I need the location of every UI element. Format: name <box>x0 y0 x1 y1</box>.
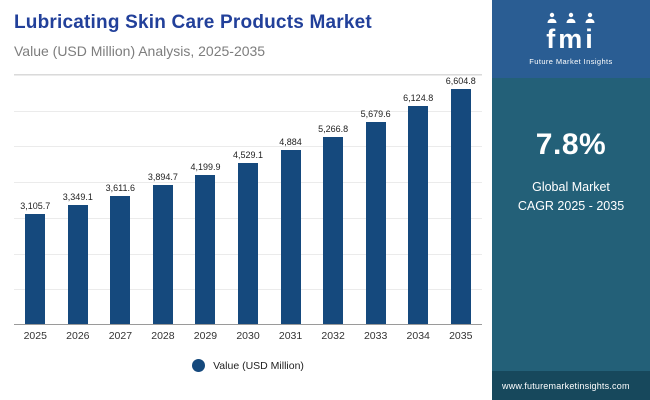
bar-group: 3,349.1 <box>57 75 100 324</box>
bar-value-label: 4,884 <box>279 137 302 148</box>
bar <box>152 185 173 324</box>
brand-sidebar: fmi Future Market Insights 7.8% Global M… <box>492 0 650 400</box>
bar <box>450 89 471 324</box>
person-icon <box>547 12 557 23</box>
bar-value-label: 4,199.9 <box>190 161 221 172</box>
header-divider <box>14 74 482 75</box>
bar-value-label: 4,529.1 <box>232 149 264 160</box>
bar-group: 4,884 <box>269 75 312 324</box>
x-axis-label: 2034 <box>406 330 430 342</box>
bar-group: 4,529.1 <box>227 75 270 324</box>
bar-chart: 3,105.7 3,349.1 3,611.6 3,894.7 4,199.9 4,529… <box>14 75 482 325</box>
x-axis-label: 2028 <box>151 330 175 342</box>
bar <box>365 121 386 324</box>
bar-group: 4,199.9 <box>184 75 227 324</box>
chart-panel: Lubricating Skin Care Products Market Va… <box>14 12 482 372</box>
bar-group: 5,679.6 <box>354 75 397 324</box>
cagr-block: 7.8% Global Market CAGR 2025 - 2035 <box>492 78 650 371</box>
plot-area: 3,105.7 3,349.1 3,611.6 3,894.7 4,199.9 4,529… <box>14 75 482 325</box>
page-subtitle: Value (USD Million) Analysis, 2025-2035 <box>14 43 266 59</box>
bar-value-label: 6,604.8 <box>445 76 476 87</box>
person-icon <box>566 12 576 23</box>
x-axis-label: 2035 <box>449 330 473 342</box>
bar-value-label: 6,124.8 <box>403 93 434 104</box>
bar <box>195 174 216 324</box>
bar-value-label: 3,105.7 <box>20 200 51 211</box>
x-axis-label: 2025 <box>23 330 47 342</box>
x-axis: 2025 2026 2027 2028 2029 2030 2031 2032 2033 2034… <box>14 330 482 342</box>
bar-group: 6,604.8 <box>439 75 482 324</box>
bar-group: 3,611.6 <box>99 75 142 324</box>
gridline <box>14 75 482 76</box>
x-axis-label: 2033 <box>363 330 388 342</box>
gridline <box>14 110 482 112</box>
bar-group: 3,105.7 <box>14 75 57 324</box>
fmi-logo: fmi Future Market Insights <box>492 0 650 78</box>
bar-group: 3,894.7 <box>142 75 185 324</box>
bar-group: 6,124.8 <box>397 75 440 324</box>
bar <box>323 136 344 324</box>
legend-label: Value (USD Million) <box>213 359 304 372</box>
x-axis-label: 2030 <box>236 330 260 342</box>
bar <box>110 195 131 324</box>
x-axis-label: 2027 <box>108 330 133 342</box>
cagr-label: Global Market CAGR 2025 - 2035 <box>517 180 625 213</box>
bar-group: 5,266.8 <box>312 75 355 324</box>
person-icon <box>585 12 595 23</box>
logo-subtext: Future Market Insights <box>529 57 613 66</box>
gridline <box>14 146 482 148</box>
bar <box>238 162 258 324</box>
bar-value-label: 3,894.7 <box>147 172 178 183</box>
logo-wordmark: fmi <box>546 24 596 54</box>
legend-marker-icon <box>192 359 206 372</box>
legend: Value (USD Million) <box>14 359 482 372</box>
website-url: www.futuremarketinsights.com <box>492 371 650 400</box>
bar <box>25 213 46 324</box>
x-axis-label: 2032 <box>321 330 345 342</box>
logo-pictograms <box>546 12 596 24</box>
bar-value-label: 5,266.8 <box>318 123 349 134</box>
bar-value-label: 3,611.6 <box>105 182 136 193</box>
x-axis-label: 2029 <box>193 330 218 342</box>
bar-value-label: 5,679.6 <box>360 108 391 119</box>
bar <box>67 204 88 324</box>
x-axis-label: 2031 <box>278 330 303 342</box>
cagr-value: 7.8% <box>535 128 607 161</box>
page-title: Lubricating Skin Care Products Market <box>14 12 372 33</box>
x-axis-label: 2026 <box>66 330 90 342</box>
bar <box>408 106 429 324</box>
bar-value-label: 3,349.1 <box>62 191 93 202</box>
bar <box>280 150 301 324</box>
